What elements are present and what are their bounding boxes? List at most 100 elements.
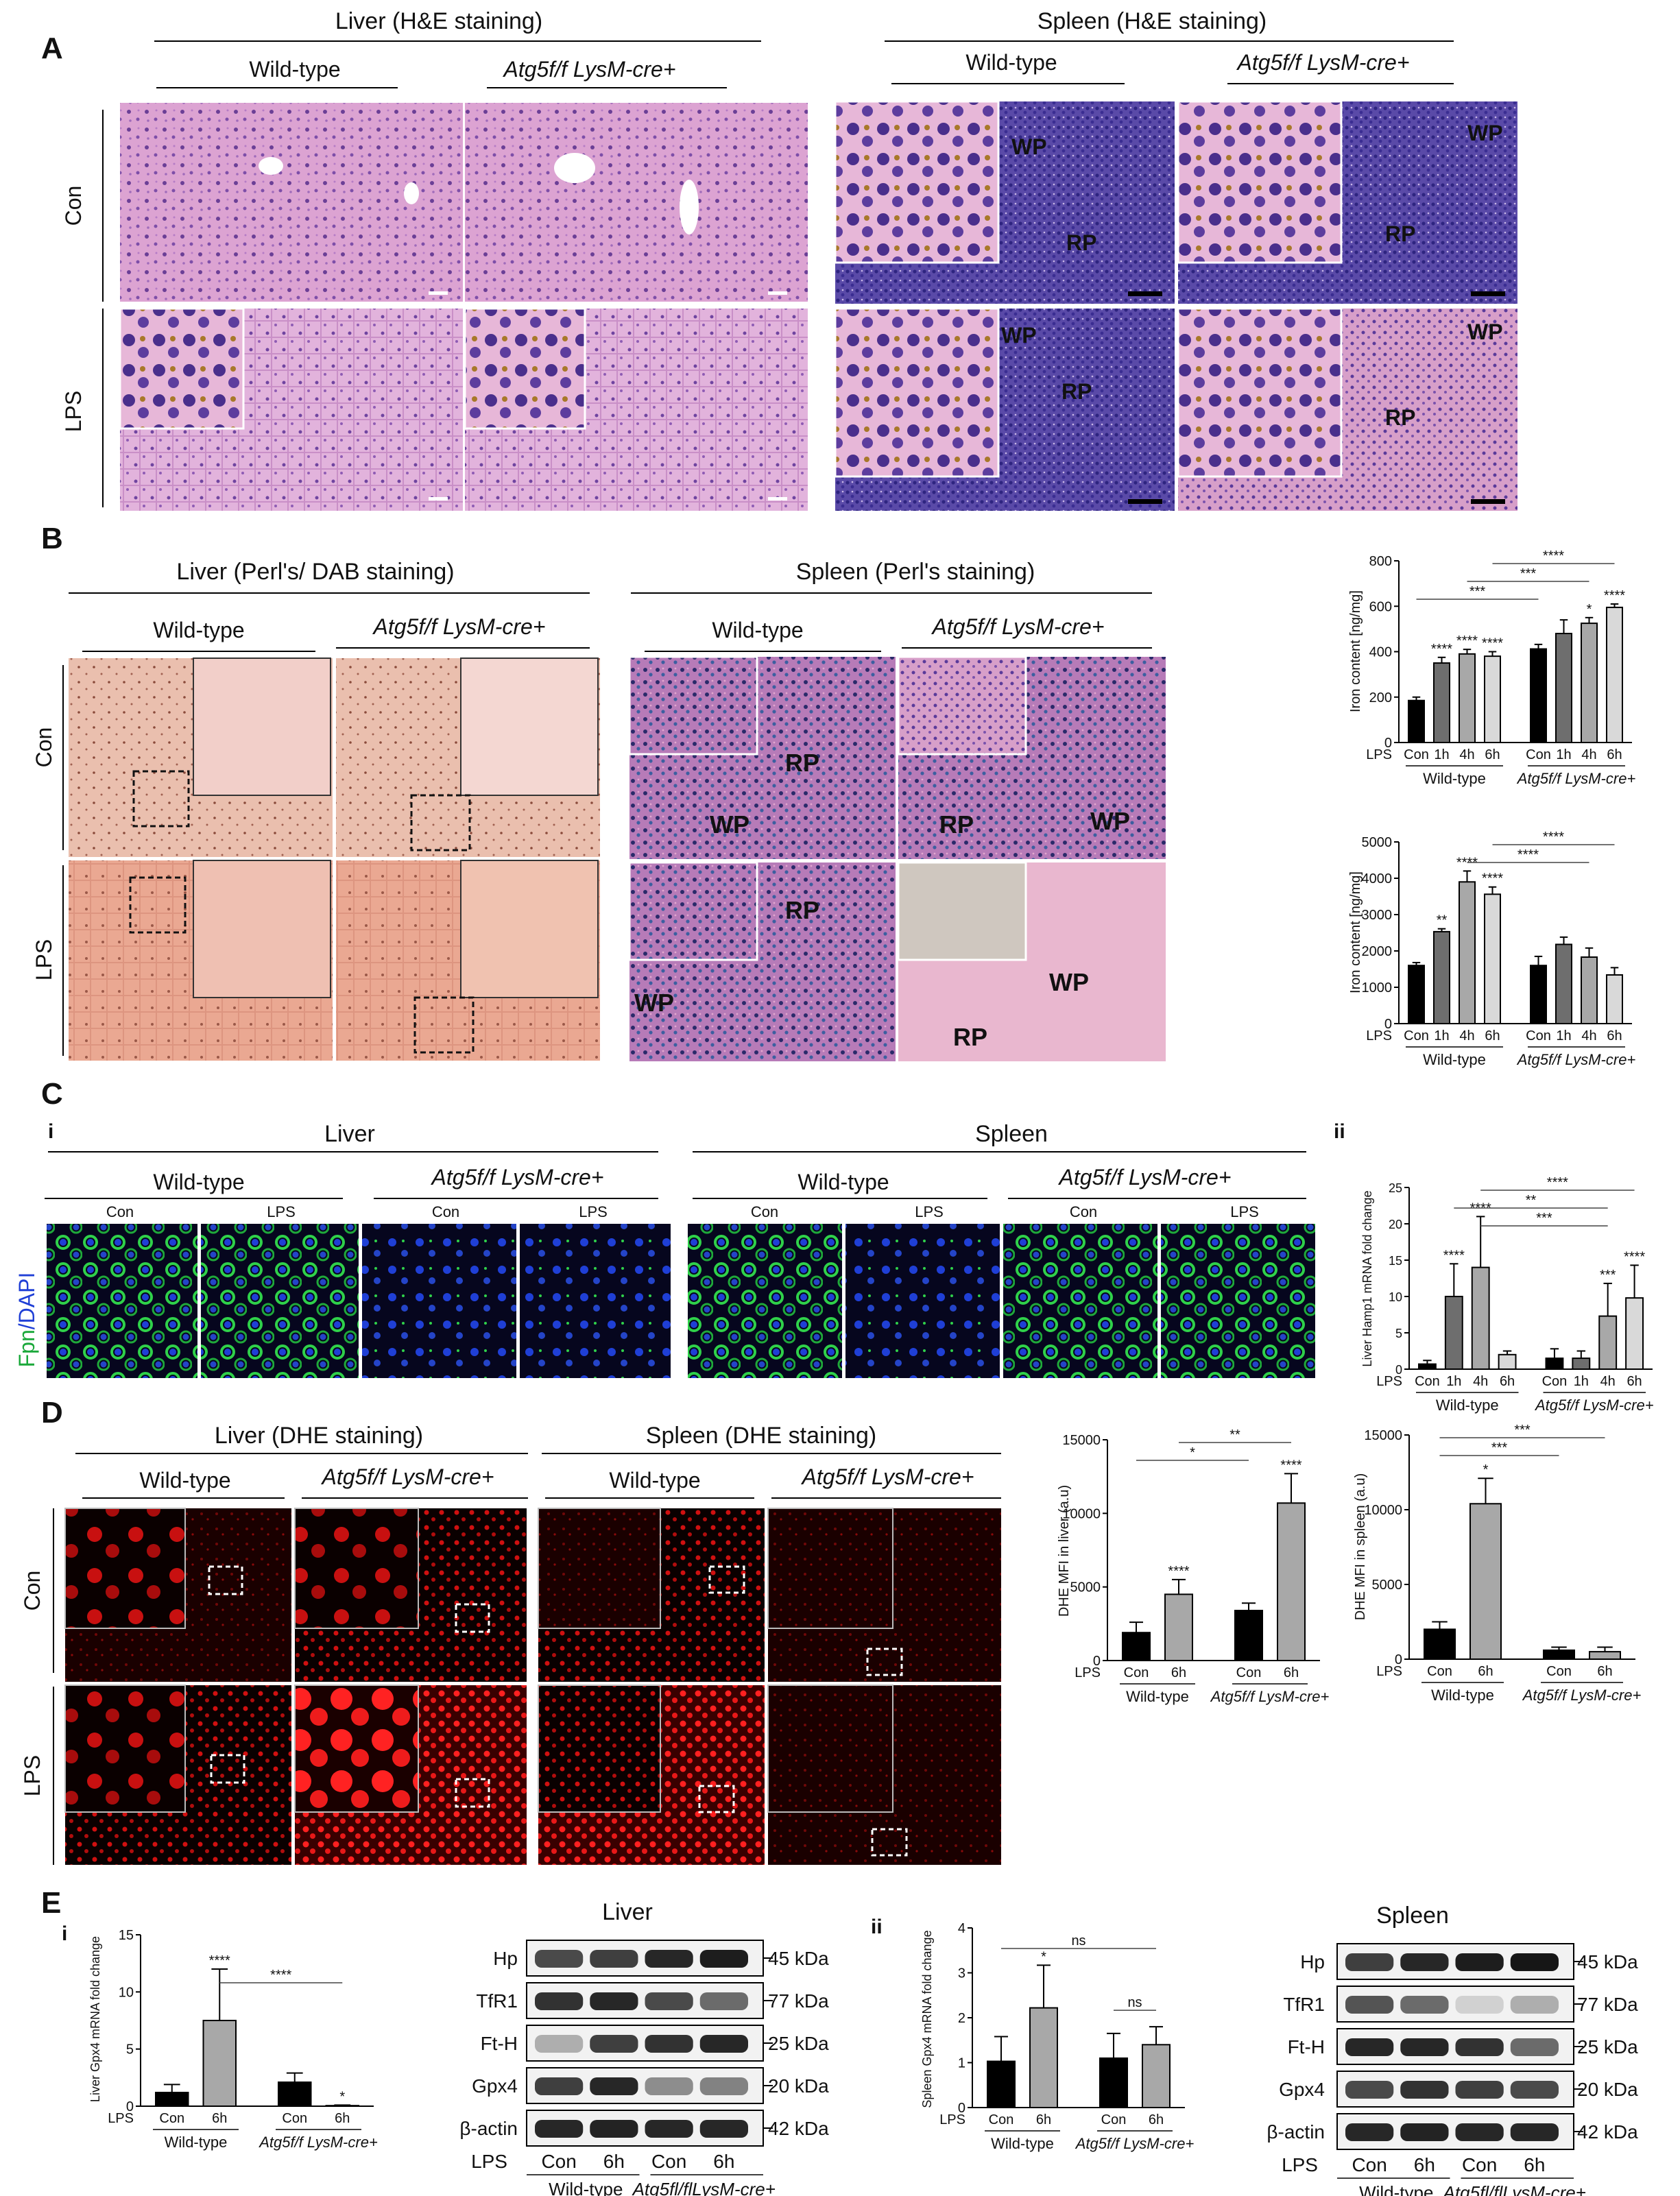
- bar: [1459, 881, 1476, 1025]
- significance-star: *: [1483, 1462, 1489, 1477]
- panel-d-row-con: Con: [20, 1571, 45, 1611]
- inset-image: [193, 657, 331, 796]
- y-tick-label: 200: [1369, 690, 1392, 705]
- category-label: Con: [1404, 747, 1429, 762]
- region-label-wp: WP: [1001, 323, 1037, 348]
- fpn-liver-ko-con-image: [362, 1224, 516, 1378]
- blot-band: [535, 2035, 584, 2053]
- panel-b-spleen-title: Spleen (Perl's staining): [796, 559, 1035, 585]
- inset-image: [193, 860, 331, 998]
- roi-box: [871, 1828, 908, 1857]
- significance-star: ****: [1482, 871, 1503, 886]
- kda-label: 45 kDa: [1577, 1951, 1638, 1972]
- category-label: 6h: [1485, 747, 1500, 762]
- y-tick-label: 5000: [1070, 1580, 1101, 1595]
- y-tick-label: 1000: [1362, 980, 1393, 996]
- bar: [278, 2082, 312, 2107]
- western-blot-liver: Hp 45 kDa TfR1 77 kDa Ft-H 25 kDa Gpx4 20 kDa β-…: [459, 1940, 829, 2196]
- significance-star: **: [1437, 913, 1448, 928]
- category-label: 4h: [1600, 1374, 1616, 1389]
- panel-d-letter: D: [41, 1396, 63, 1429]
- category-label: 6h: [1500, 1374, 1515, 1389]
- category-label: 1h: [1434, 1028, 1449, 1043]
- y-tick-label: 4000: [1362, 871, 1393, 886]
- blot-band: [645, 1992, 693, 2010]
- bar: [1484, 893, 1501, 1024]
- blot-col-label: Con: [651, 2151, 686, 2172]
- group-label: Atg5f/f LysM-cre+: [1210, 1688, 1330, 1705]
- significance-label: ns: [1127, 1995, 1142, 2010]
- blot-col-label: Con: [1352, 2154, 1387, 2175]
- bar: [1606, 974, 1623, 1024]
- bar: [1606, 606, 1623, 743]
- roi-box: [866, 1648, 903, 1676]
- region-label-rp: RP: [1385, 405, 1415, 430]
- blot-band: [645, 2120, 693, 2138]
- col-label: Con: [432, 1203, 459, 1220]
- group-label: Atg5f/f LysM-cre+: [1534, 1397, 1654, 1414]
- blot-band: [535, 1950, 584, 1968]
- blot-group-label: Atg5fl/flLysM-cre+: [632, 2179, 776, 2196]
- category-label: 6h: [1149, 2112, 1164, 2127]
- inset-image: [628, 861, 758, 961]
- y-tick-label: 15000: [1062, 1433, 1101, 1448]
- blot-band: [535, 2077, 584, 2095]
- y-axis-label: Spleen Gpx4 mRNA fold change: [920, 1930, 934, 2108]
- col-label: LPS: [267, 1203, 296, 1220]
- lps-label: LPS: [1376, 1664, 1402, 1679]
- blot-row-label: TfR1: [476, 1990, 518, 2012]
- blot-band: [1345, 1996, 1394, 2014]
- blot-band: [1510, 2123, 1559, 2141]
- significance-label: ***: [1469, 584, 1486, 599]
- region-label-rp: RP: [785, 749, 819, 777]
- blot-col-label: 6h: [1414, 2154, 1435, 2175]
- chart-b-spleen-iron: 0 1000 2000 3000 4000 5000 Iron content [ng/mg…: [1348, 830, 1635, 1068]
- group-label: Wild-type: [1431, 1687, 1494, 1704]
- significance-star: ****: [1168, 1564, 1189, 1579]
- inset-image: [834, 100, 1000, 264]
- bar: [1234, 1610, 1263, 1662]
- y-tick-label: 2: [958, 2011, 965, 2026]
- category-label: Con: [282, 2111, 307, 2126]
- y-tick-label: 10000: [1364, 1503, 1402, 1518]
- category-label: 6h: [1036, 2112, 1051, 2127]
- blot-band: [590, 2120, 638, 2138]
- blot-group-label: Atg5fl/flLysM-cre+: [1442, 2182, 1586, 2196]
- significance-label: ****: [1517, 847, 1539, 862]
- blot-band: [590, 2077, 638, 2095]
- panel-c-liver-wt: Wild-type: [153, 1170, 244, 1194]
- bar: [1589, 1651, 1621, 1661]
- blot-band: [590, 2035, 638, 2053]
- panel-d-spleen-wt: Wild-type: [609, 1468, 700, 1493]
- blot-band: [1455, 2081, 1504, 2099]
- bar: [1418, 1363, 1437, 1370]
- y-tick-label: 10: [1389, 1290, 1402, 1304]
- significance-star: ****: [1604, 588, 1625, 603]
- category-label: Con: [1124, 1665, 1149, 1680]
- col-label: LPS: [915, 1203, 944, 1220]
- vessel-lumen: [404, 182, 419, 204]
- panel-e-sub-i: i: [62, 1922, 67, 1945]
- y-tick-label: 15: [1389, 1254, 1402, 1268]
- roi-box: [455, 1603, 490, 1633]
- scale-bar: [1128, 291, 1162, 296]
- significance-label: *: [1190, 1445, 1195, 1460]
- region-label-wp: WP: [1467, 319, 1503, 344]
- group-label: Wild-type: [991, 2135, 1054, 2152]
- roi-box: [455, 1778, 490, 1808]
- category-label: Con: [1526, 1028, 1551, 1043]
- fpn-spleen-wt-con-image: [688, 1224, 842, 1378]
- group-label: Atg5f/f LysM-cre+: [258, 2134, 378, 2151]
- inset-image: [1177, 307, 1343, 478]
- panel-d-row-lps: LPS: [20, 1755, 45, 1796]
- significance-label: ****: [1543, 830, 1564, 845]
- region-label-rp: RP: [953, 1023, 987, 1051]
- blot-band: [699, 2077, 748, 2095]
- vessel-lumen: [259, 157, 283, 175]
- category-label: Con: [1236, 1665, 1262, 1680]
- fpn-spleen-ko-con-image: [1003, 1224, 1157, 1378]
- category-label: Con: [989, 2112, 1014, 2127]
- blot-row-label: β-actin: [459, 2118, 518, 2139]
- category-label: 4h: [1459, 1028, 1474, 1043]
